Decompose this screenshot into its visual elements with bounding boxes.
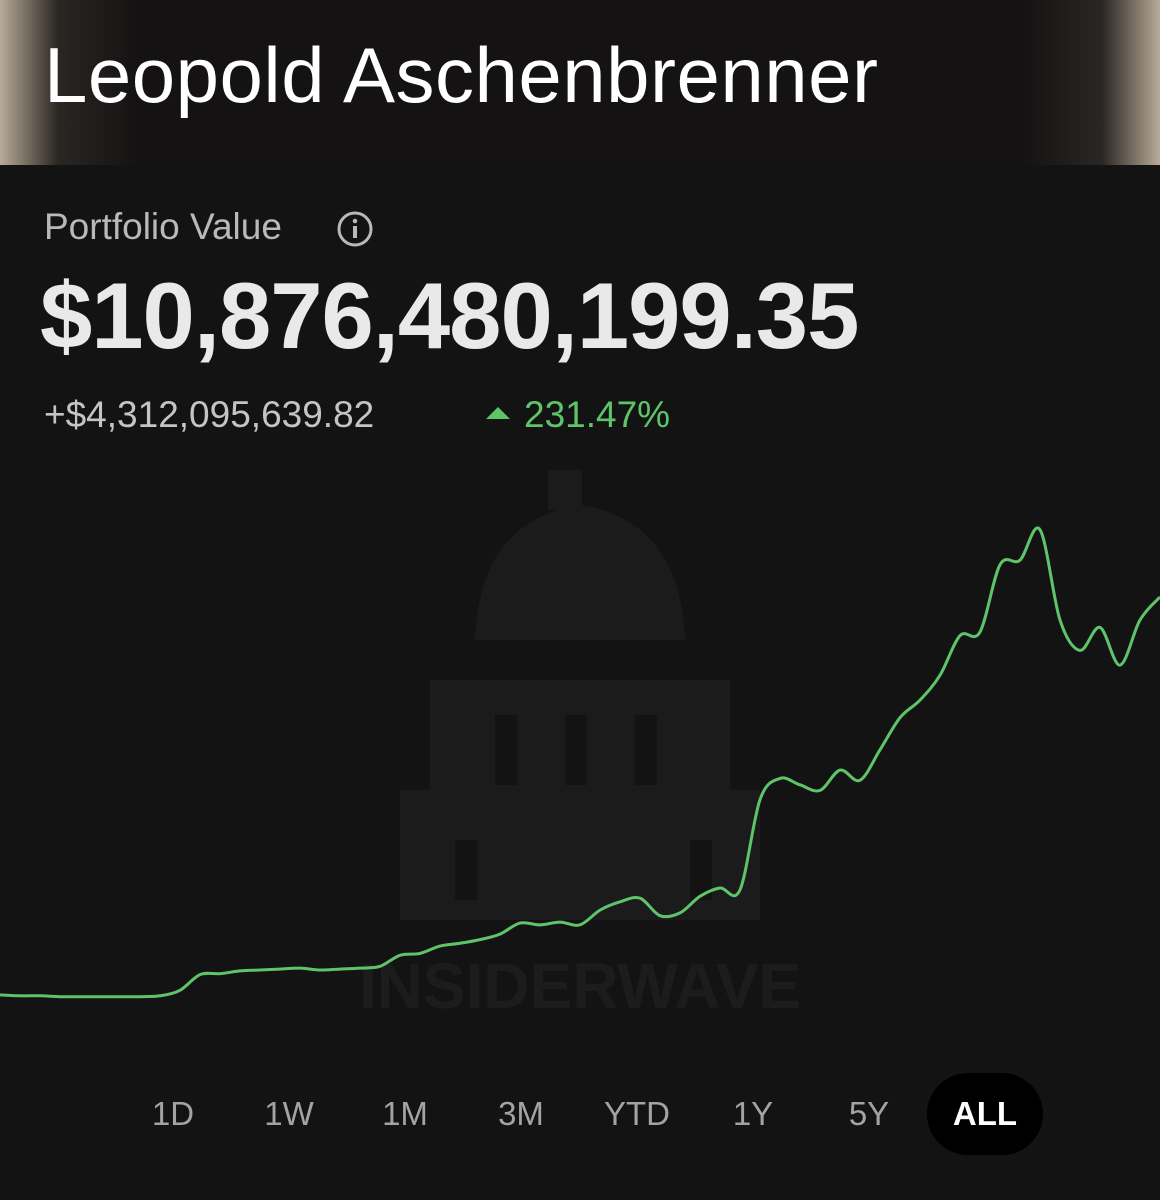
range-button[interactable]: 1Y	[732, 1095, 774, 1132]
page-title: Leopold Aschenbrenner	[44, 31, 879, 119]
up-arrow	[486, 407, 510, 419]
value-line	[0, 526, 1160, 999]
range-button[interactable]: 1W	[264, 1095, 314, 1132]
range-button[interactable]: ALL	[927, 1073, 1043, 1155]
portfolio-value: $10,876,480,199.35	[40, 263, 859, 368]
range-button[interactable]: 1D	[151, 1095, 195, 1132]
watermark: INSIDERWAVE	[359, 950, 801, 1022]
header: Leopold Aschenbrenner	[0, 0, 1160, 165]
range-button[interactable]: 5Y	[848, 1095, 890, 1132]
portfolio-change-percent: 231.47%	[524, 394, 671, 435]
info-icon[interactable]	[336, 210, 374, 248]
range-button[interactable]: 1M	[382, 1095, 428, 1132]
range-button[interactable]: YTD	[604, 1095, 670, 1132]
range-button[interactable]: 3M	[498, 1095, 544, 1132]
portfolio-label: Portfolio Value	[44, 206, 282, 247]
portfolio-change: +$4,312,095,639.82	[44, 394, 375, 435]
